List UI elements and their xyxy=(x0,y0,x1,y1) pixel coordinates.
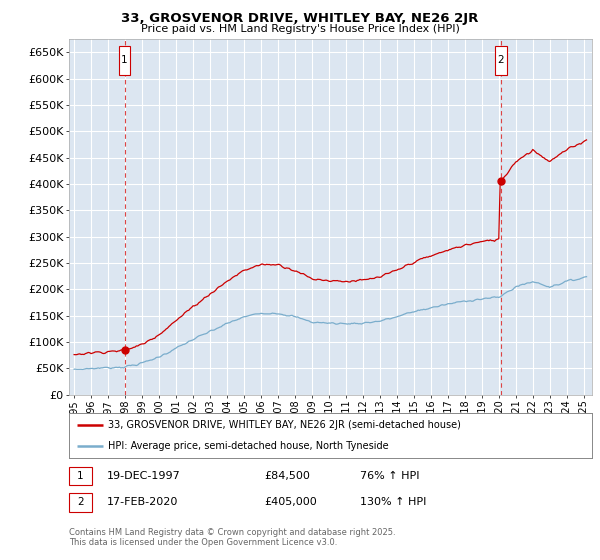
Text: £84,500: £84,500 xyxy=(264,471,310,481)
Text: 2: 2 xyxy=(77,497,84,507)
Text: HPI: Average price, semi-detached house, North Tyneside: HPI: Average price, semi-detached house,… xyxy=(108,441,389,451)
FancyBboxPatch shape xyxy=(119,45,130,75)
Text: 1: 1 xyxy=(77,471,84,481)
Text: £405,000: £405,000 xyxy=(264,497,317,507)
Text: Price paid vs. HM Land Registry's House Price Index (HPI): Price paid vs. HM Land Registry's House … xyxy=(140,24,460,34)
Text: 17-FEB-2020: 17-FEB-2020 xyxy=(107,497,178,507)
Text: 76% ↑ HPI: 76% ↑ HPI xyxy=(360,471,419,481)
FancyBboxPatch shape xyxy=(495,45,507,75)
Text: 1: 1 xyxy=(121,55,128,66)
Text: 19-DEC-1997: 19-DEC-1997 xyxy=(107,471,181,481)
Text: 130% ↑ HPI: 130% ↑ HPI xyxy=(360,497,427,507)
Text: 33, GROSVENOR DRIVE, WHITLEY BAY, NE26 2JR: 33, GROSVENOR DRIVE, WHITLEY BAY, NE26 2… xyxy=(121,12,479,25)
Text: Contains HM Land Registry data © Crown copyright and database right 2025.
This d: Contains HM Land Registry data © Crown c… xyxy=(69,528,395,547)
Text: 33, GROSVENOR DRIVE, WHITLEY BAY, NE26 2JR (semi-detached house): 33, GROSVENOR DRIVE, WHITLEY BAY, NE26 2… xyxy=(108,421,461,431)
Text: 2: 2 xyxy=(497,55,504,66)
